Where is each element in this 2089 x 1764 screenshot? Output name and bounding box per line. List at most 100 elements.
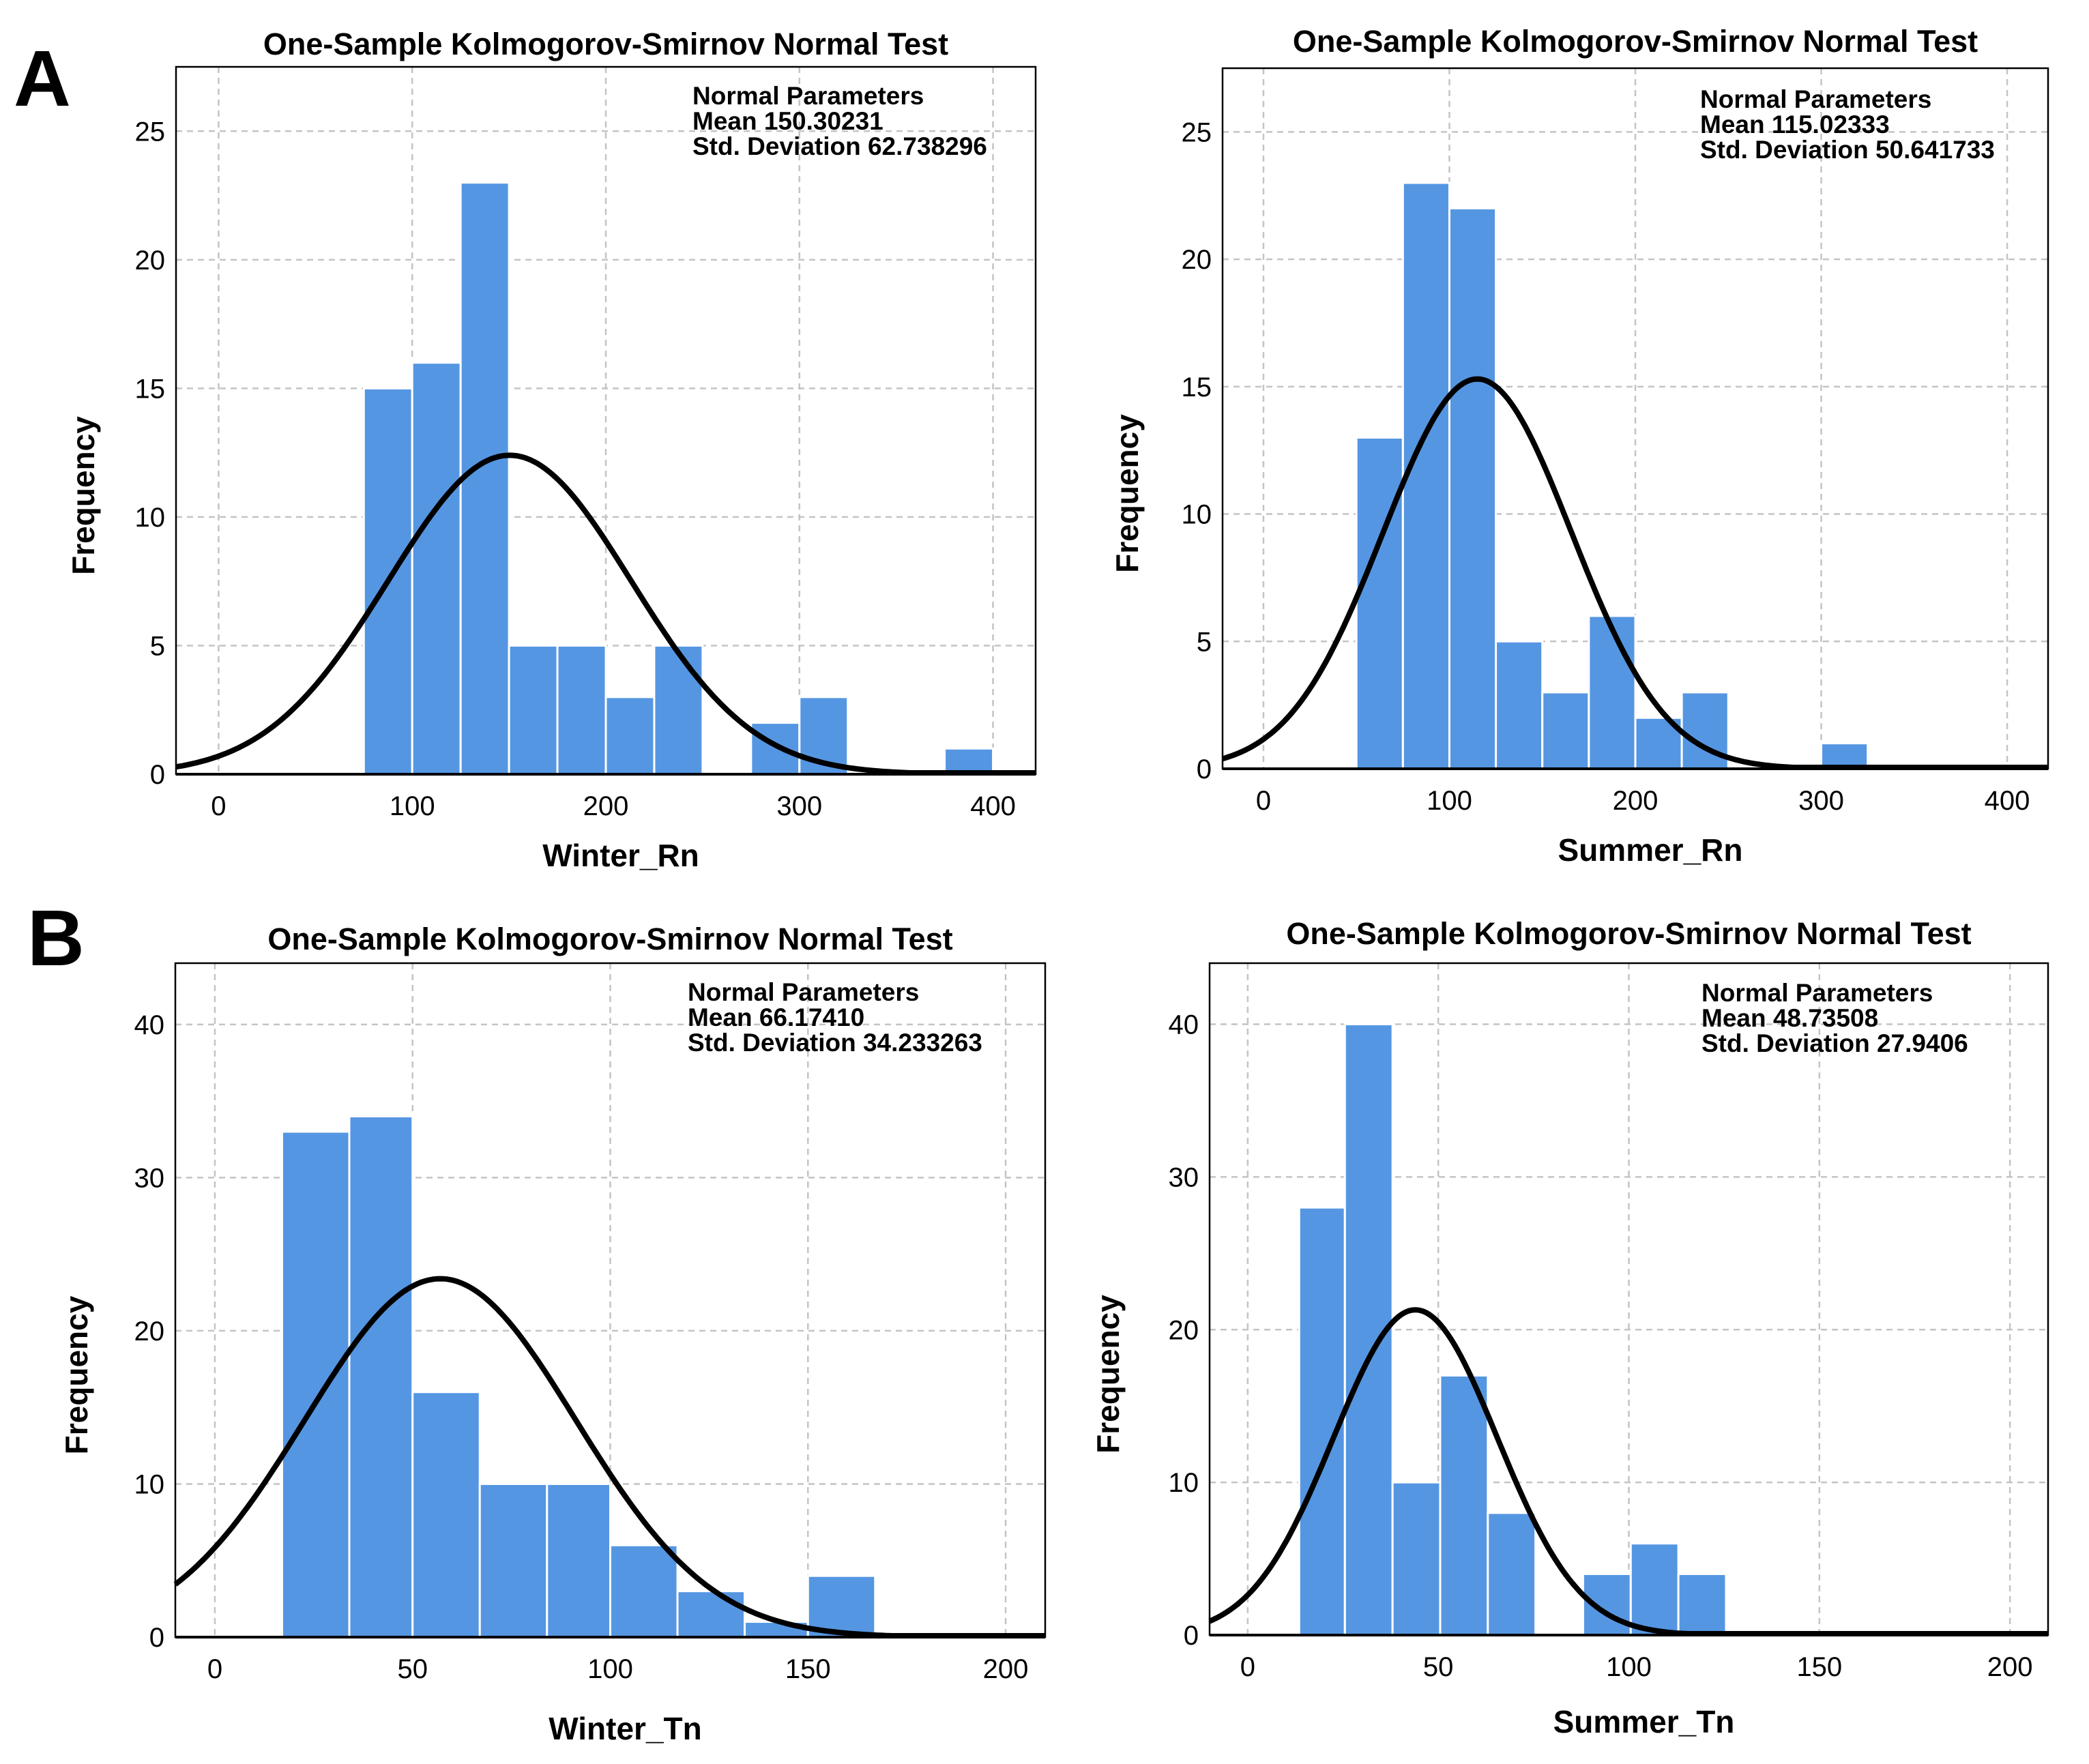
histogram-bar [411,362,462,776]
normal-parameters-heading: Normal Parameters [688,978,919,1006]
y-axis-label: Frequency [1090,1295,1126,1454]
std-deviation-value: Std. Deviation 34.233263 [688,1029,982,1057]
y-tick-label: 25 [1182,117,1212,147]
mean-value: Mean 66.17410 [688,1003,864,1031]
std-deviation-value: Std. Deviation 62.738296 [692,132,987,160]
y-tick-label: 20 [134,1317,165,1347]
y-tick-label: 10 [135,503,166,533]
histogram-bar [750,722,801,776]
x-tick-label: 0 [1256,786,1271,816]
histogram-bar [1629,1542,1680,1636]
histogram-bar [944,747,995,776]
normal-curve [175,452,1036,776]
chart-title: One-Sample Kolmogorov-Smirnov Normal Tes… [263,27,948,61]
panel-label-b: B [27,894,85,982]
y-tick-label: 10 [1182,500,1212,530]
histogram-bar [676,1590,746,1638]
histogram-bar [1677,1572,1727,1636]
x-tick-label: 200 [1613,786,1659,816]
chart-4: 0 50 100 150 200 0 10 20 30 40 One-Sample Kolmogor… [1090,916,2049,1739]
histogram-bar [604,696,656,776]
x-tick-label: 300 [776,791,822,821]
x-tick-label: 50 [397,1654,428,1684]
y-tick-label: 5 [150,631,165,661]
y-tick-label: 40 [134,1010,165,1040]
x-axis-label: Winter_Tn [549,1711,701,1746]
histogram-bar [1820,742,1869,770]
normal-parameters-heading: Normal Parameters [692,82,924,110]
std-deviation-value: Std. Deviation 50.641733 [1700,136,1995,164]
y-tick-label: 0 [1184,1621,1199,1651]
x-tick-label: 100 [1427,786,1472,816]
mean-value: Mean 115.02333 [1700,111,1890,138]
y-tick-label: 15 [1182,372,1212,402]
y-tick-label: 20 [135,246,166,276]
chart-3: 0 50 100 150 200 0 10 20 30 40 One-Sample Kolmogor… [59,922,1047,1746]
x-axis-label: Winter_Rn [542,838,699,873]
y-tick-label: 0 [150,760,165,790]
y-axis-label: Frequency [59,1295,94,1454]
x-tick-label: 50 [1423,1652,1454,1682]
normal-curve [1221,376,2048,770]
x-tick-label: 400 [1985,786,2030,816]
y-tick-label: 0 [149,1623,164,1653]
chart-title: One-Sample Kolmogorov-Smirnov Normal Tes… [1286,916,1971,951]
histogram-bar [1487,1512,1537,1636]
y-tick-label: 30 [1169,1162,1199,1192]
y-tick-label: 30 [134,1163,165,1193]
x-tick-label: 0 [1240,1652,1255,1682]
histogram-bar [806,1574,877,1638]
x-tick-label: 200 [983,1654,1029,1684]
chart-1: 0 100 200 300 400 0 5 10 15 20 25 One-Sample Kolmog… [65,27,1037,873]
x-tick-label: 0 [207,1654,222,1684]
x-axis-label: Summer_Tn [1553,1704,1735,1739]
histogram-bar [556,644,607,776]
histogram-bar [546,1482,611,1638]
histogram-bar [411,1391,481,1638]
x-tick-label: 150 [1796,1652,1842,1682]
histogram-bar [1588,615,1637,770]
chart-2: 0 100 200 300 400 0 5 10 15 20 25 One-Sample Kolmog… [1109,24,2049,868]
chart-title: One-Sample Kolmogorov-Smirnov Normal Tes… [267,922,952,956]
histogram-bar [609,1544,679,1638]
histogram-bar [280,1130,351,1638]
chart-title: One-Sample Kolmogorov-Smirnov Normal Tes… [1293,24,1978,59]
x-tick-label: 200 [1987,1652,2033,1682]
x-tick-label: 200 [583,791,629,821]
histogram-bar [348,1115,414,1638]
histogram-bar [508,644,559,776]
histogram-bar [1355,437,1404,770]
y-axis-label: Frequency [65,416,101,575]
histogram-bar [478,1482,549,1638]
x-tick-label: 300 [1798,786,1844,816]
normal-parameters-heading: Normal Parameters [1700,85,1931,113]
mean-value: Mean 150.30231 [692,107,883,135]
histogram-bar [1439,1374,1489,1636]
histogram-bar [1401,181,1450,770]
y-tick-label: 5 [1197,627,1212,657]
std-deviation-value: Std. Deviation 27.9406 [1701,1029,1968,1057]
x-tick-label: 150 [785,1654,831,1684]
y-tick-label: 20 [1182,245,1212,275]
histogram-bar [1541,691,1590,770]
panel-label-a: A [14,34,71,123]
histogram-bar [459,181,510,776]
x-tick-label: 100 [587,1654,633,1684]
normal-curve [173,1276,1045,1638]
y-axis-label: Frequency [1109,414,1145,573]
y-tick-label: 25 [135,117,166,147]
x-axis-label: Summer_Rn [1558,832,1743,868]
y-tick-label: 20 [1169,1315,1199,1345]
histogram-bar [1391,1481,1442,1636]
histogram-bar [653,644,704,776]
normal-parameters-heading: Normal Parameters [1701,979,1933,1007]
y-tick-label: 15 [135,374,166,404]
histogram-bar [1448,207,1498,770]
x-tick-label: 400 [970,791,1016,821]
histogram-bar [1495,640,1544,770]
normal-curve [1208,1307,2048,1636]
x-tick-label: 100 [390,791,435,821]
y-tick-label: 10 [1169,1468,1199,1498]
x-tick-label: 100 [1606,1652,1652,1682]
